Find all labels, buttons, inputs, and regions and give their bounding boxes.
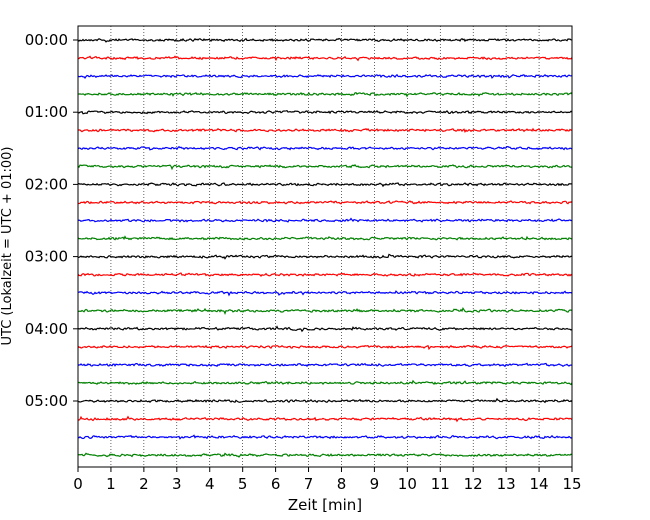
x-tick-label-8: 8 <box>337 475 347 493</box>
x-tick-label-6: 6 <box>271 475 281 493</box>
trace-8 <box>77 182 573 188</box>
trace-17 <box>77 344 573 351</box>
y-axis-label: UTC (Lokalzeit = UTC + 01:00) <box>0 147 15 346</box>
x-tick-label-10: 10 <box>398 475 417 493</box>
trace-19 <box>77 379 573 386</box>
x-tick-label-1: 1 <box>106 475 116 493</box>
x-axis-label: Zeit [min] <box>288 496 362 514</box>
trace-13 <box>77 272 573 278</box>
x-tick-label-5: 5 <box>238 475 248 493</box>
y-tick-label-04:00: 04:00 <box>25 320 68 338</box>
trace-22 <box>77 434 573 440</box>
trace-6 <box>77 145 573 151</box>
y-tick-label-05:00: 05:00 <box>25 392 68 410</box>
y-axis-ticks: 00:00 01:00 02:00 03:00 04:00 05:00 <box>25 31 78 410</box>
x-tick-label-0: 0 <box>73 475 83 493</box>
trace-21 <box>77 415 573 423</box>
y-tick-label-02:00: 02:00 <box>25 175 68 193</box>
trace-3 <box>77 91 573 98</box>
trace-15 <box>77 307 573 315</box>
x-axis-ticks: 0 1 2 3 4 5 6 7 8 9 10 11 12 13 14 15 <box>73 467 582 493</box>
x-tick-label-3: 3 <box>172 475 182 493</box>
y-tick-label-03:00: 03:00 <box>25 248 68 266</box>
trace-0 <box>77 37 573 43</box>
trace-20 <box>77 397 573 404</box>
trace-9 <box>77 200 573 205</box>
trace-5 <box>77 127 573 134</box>
x-tick-label-15: 15 <box>562 475 581 493</box>
trace-11 <box>77 235 573 241</box>
x-tick-label-4: 4 <box>205 475 215 493</box>
trace-7 <box>77 163 573 171</box>
x-tick-label-11: 11 <box>431 475 450 493</box>
trace-16 <box>77 325 573 333</box>
x-tick-label-9: 9 <box>370 475 380 493</box>
y-tick-label-00:00: 00:00 <box>25 31 68 49</box>
trace-14 <box>77 290 573 297</box>
trace-18 <box>77 362 573 368</box>
trace-10 <box>77 217 573 223</box>
trace-2 <box>77 73 573 79</box>
plot-background <box>78 26 572 467</box>
trace-12 <box>77 253 573 260</box>
trace-23 <box>77 452 573 458</box>
x-tick-label-2: 2 <box>139 475 149 493</box>
y-tick-label-01:00: 01:00 <box>25 103 68 121</box>
x-tick-label-12: 12 <box>464 475 483 493</box>
x-tick-label-7: 7 <box>304 475 314 493</box>
trace-4 <box>77 109 573 115</box>
trace-1 <box>77 55 573 62</box>
seismogram-traces <box>77 37 573 458</box>
x-tick-label-13: 13 <box>497 475 516 493</box>
x-tick-label-14: 14 <box>530 475 549 493</box>
plot-frame <box>77 25 573 468</box>
